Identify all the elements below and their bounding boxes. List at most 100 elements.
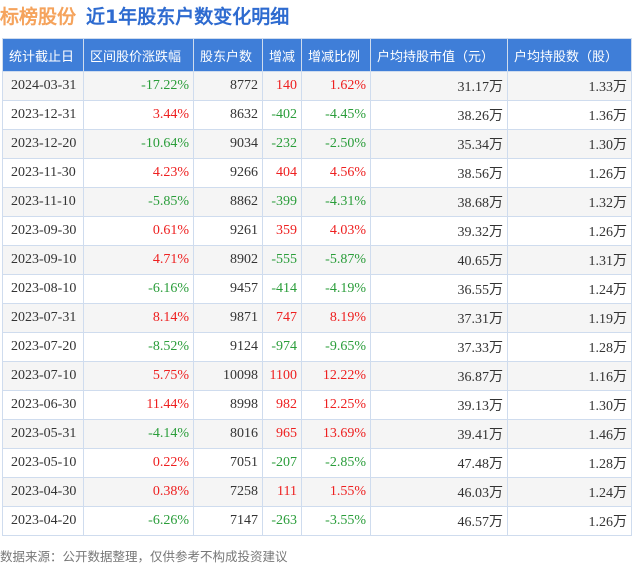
table-cell: 2023-07-10 [2,361,84,391]
table-cell: 747 [262,303,302,333]
table-cell: 9124 [193,332,263,362]
data-source-note: 数据来源：公开数据整理，仅供参考不构成投资建议 [0,549,288,564]
stock-name: 标榜股份 [0,6,77,28]
table-cell: 12.22% [301,361,371,391]
table-row: 2023-08-10 -6.16% 9457 -414 -4.19% 36.55万 1.24… [2,274,632,304]
table-cell: 8862 [193,187,263,217]
table-cell: 36.87万 [370,361,508,391]
table-cell: 37.31万 [370,303,508,333]
table-cell: 0.22% [83,448,194,478]
table-cell: -5.87% [301,245,371,275]
table-cell: 46.57万 [370,506,508,536]
table-cell: 13.69% [301,419,371,449]
table-cell: -5.85% [83,187,194,217]
table-cell: -4.14% [83,419,194,449]
column-header: 增减比例 [301,38,371,72]
table-row: 2023-12-20 -10.64% 9034 -232 -2.50% 35.34万 1.3… [2,129,632,159]
table-cell: 359 [262,216,302,246]
column-header: 区间股价涨跌幅 [83,38,194,72]
table-row: 2023-12-31 3.44% 8632 -402 -4.45% 38.26万 1.36万 [2,100,632,130]
table-cell: 111 [262,477,302,507]
table-cell: 965 [262,419,302,449]
table-cell: 1.28万 [507,448,632,478]
table-row: 2023-07-10 5.75% 10098 1100 12.22% 36.87万 1.16… [2,361,632,391]
page-title: 标榜股份 近1年股东户数变化明细 [0,2,289,29]
table-cell: 1.31万 [507,245,632,275]
table-cell: 1.28万 [507,332,632,362]
table-row: 2023-07-20 -8.52% 9124 -974 -9.65% 37.33万 1.28… [2,332,632,362]
table-cell: -232 [262,129,302,159]
table-cell: -263 [262,506,302,536]
table-cell: 8772 [193,71,263,101]
table-cell: 2023-07-20 [2,332,84,362]
table-cell: 37.33万 [370,332,508,362]
table-cell: -2.50% [301,129,371,159]
table-cell: 4.56% [301,158,371,188]
table-cell: 2023-12-20 [2,129,84,159]
table-cell: 35.34万 [370,129,508,159]
table-cell: 39.13万 [370,390,508,420]
table-cell: -2.85% [301,448,371,478]
table-cell: 40.65万 [370,245,508,275]
table-cell: 38.26万 [370,100,508,130]
table-cell: 4.71% [83,245,194,275]
table-cell: -974 [262,332,302,362]
table-row: 2023-05-31 -4.14% 8016 965 13.69% 39.41万 1.46万 [2,419,632,449]
table-cell: 12.25% [301,390,371,420]
table-cell: 2023-05-10 [2,448,84,478]
table-cell: 1.24万 [507,477,632,507]
table-cell: 1.30万 [507,129,632,159]
table-cell: 8.14% [83,303,194,333]
table-cell: 9871 [193,303,263,333]
table-cell: 9261 [193,216,263,246]
subtitle: 近1年股东户数变化明细 [86,6,290,28]
table-cell: -10.64% [83,129,194,159]
table-cell: 9457 [193,274,263,304]
table-cell: 1.46万 [507,419,632,449]
table-cell: 4.03% [301,216,371,246]
table-cell: 1.30万 [507,390,632,420]
table-cell: 2023-04-30 [2,477,84,507]
table-cell: 0.38% [83,477,194,507]
table-cell: -9.65% [301,332,371,362]
table-row: 2023-05-10 0.22% 7051 -207 -2.85% 47.48万 1.28万 [2,448,632,478]
table-cell: 2023-05-31 [2,419,84,449]
table-cell: 1.26万 [507,216,632,246]
table-cell: 8902 [193,245,263,275]
table-cell: 39.41万 [370,419,508,449]
table-cell: 47.48万 [370,448,508,478]
table-cell: -3.55% [301,506,371,536]
table-cell: 2023-08-10 [2,274,84,304]
column-header: 统计截止日 [2,38,84,72]
table-cell: -4.45% [301,100,371,130]
table-row: 2024-03-31 -17.22% 8772 140 1.62% 31.17万 1.33万 [2,71,632,101]
table-cell: 7147 [193,506,263,536]
table-cell: 2023-06-30 [2,390,84,420]
table-cell: 46.03万 [370,477,508,507]
table-cell: -4.19% [301,274,371,304]
table-cell: 2024-03-31 [2,71,84,101]
table-cell: -207 [262,448,302,478]
table-cell: 36.55万 [370,274,508,304]
table-cell: 7051 [193,448,263,478]
table-cell: 1.55% [301,477,371,507]
table-cell: 1.62% [301,71,371,101]
table-cell: -414 [262,274,302,304]
table-cell: 2023-11-30 [2,158,84,188]
column-header: 增减 [262,38,302,72]
table-cell: -402 [262,100,302,130]
table-row: 2023-11-10 -5.85% 8862 -399 -4.31% 38.68万 1.32… [2,187,632,217]
table-cell: 2023-12-31 [2,100,84,130]
table-cell: 7258 [193,477,263,507]
table-cell: 2023-09-10 [2,245,84,275]
table-row: 2023-09-30 0.61% 9261 359 4.03% 39.32万 1.26万 [2,216,632,246]
table-cell: 11.44% [83,390,194,420]
table-cell: 1.16万 [507,361,632,391]
table-cell: 140 [262,71,302,101]
table-cell: 9034 [193,129,263,159]
table-cell: -4.31% [301,187,371,217]
column-header: 户均持股数（股） [507,38,632,72]
table-cell: 982 [262,390,302,420]
table-cell: 8016 [193,419,263,449]
table-row: 2023-06-30 11.44% 8998 982 12.25% 39.13万 1.30万 [2,390,632,420]
